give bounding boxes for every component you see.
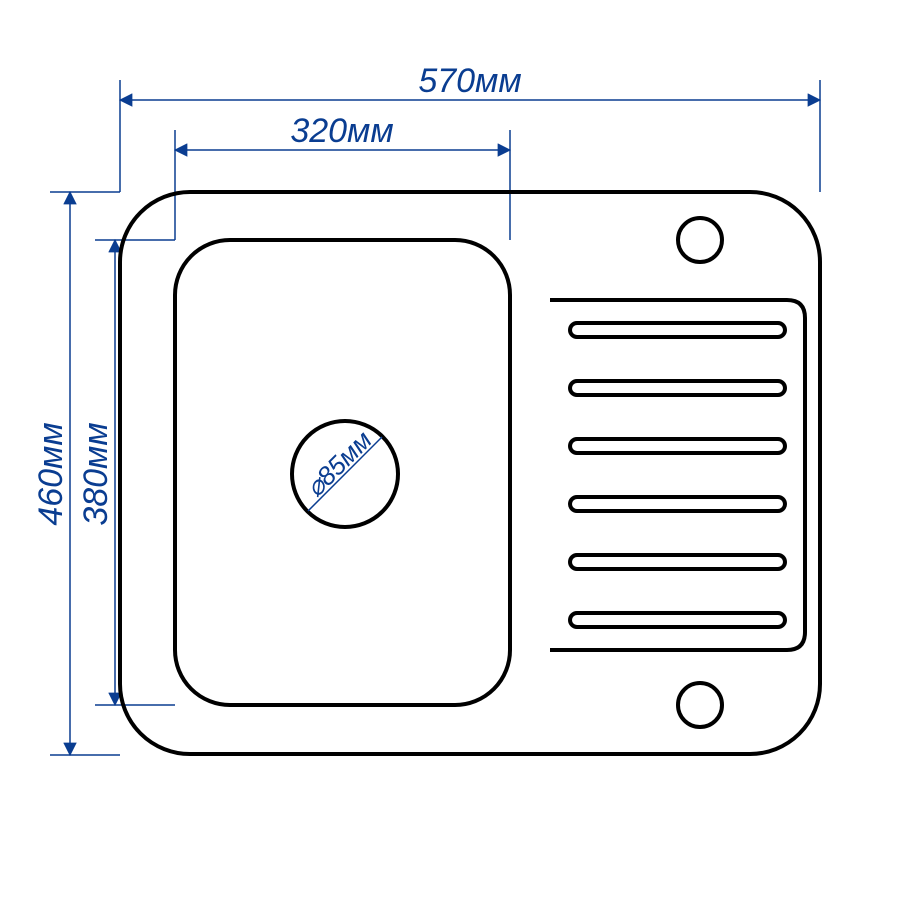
- tap-hole-top: [678, 218, 722, 262]
- dim-bowl-height-label: 380мм: [77, 422, 115, 525]
- dim-outer-width: 570мм: [120, 62, 820, 192]
- sink-outer: [120, 192, 820, 754]
- dim-outer-height-label: 460мм: [32, 422, 70, 525]
- dim-bowl-width-label: 320мм: [290, 112, 393, 150]
- drain-diameter-label: ⌀85мм: [300, 425, 378, 503]
- drain-ridge: [570, 613, 785, 627]
- dim-bowl-height: 380мм: [77, 240, 175, 705]
- drain-ridge: [570, 381, 785, 395]
- dim-bowl-width: 320мм: [175, 112, 510, 240]
- drain-board: [550, 300, 805, 650]
- drain-ridge: [570, 497, 785, 511]
- drain-ridges: [570, 323, 785, 627]
- drain-ridge: [570, 323, 785, 337]
- sink-outline: ⌀85мм: [120, 192, 820, 754]
- sink-dimension-diagram: 570мм 320мм 460мм 380мм ⌀85мм: [0, 0, 900, 900]
- tap-hole-bottom: [678, 683, 722, 727]
- drain-ridge: [570, 555, 785, 569]
- drain-ridge: [570, 439, 785, 453]
- dim-outer-width-label: 570мм: [418, 62, 521, 100]
